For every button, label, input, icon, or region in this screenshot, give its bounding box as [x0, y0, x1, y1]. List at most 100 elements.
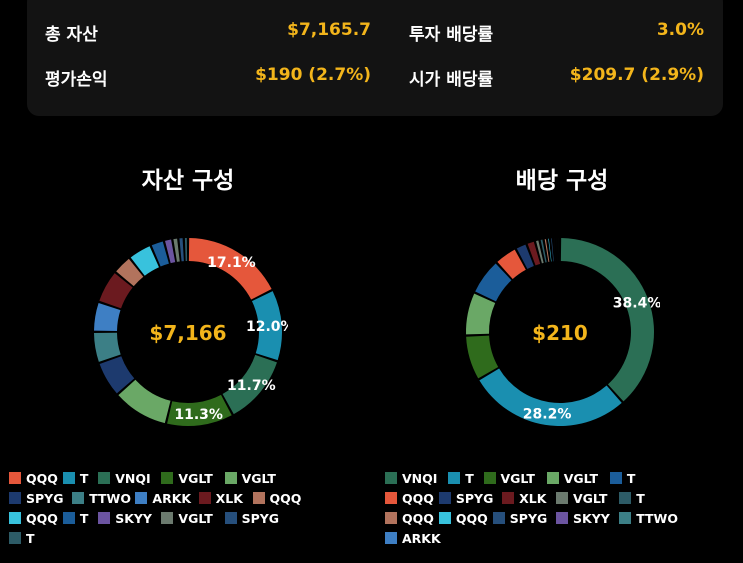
legend-item: XLK — [502, 492, 546, 506]
legend-label: TTWO — [89, 491, 131, 506]
legend-swatch — [483, 472, 496, 484]
legend-item: QQQ — [9, 472, 58, 486]
legend-swatch — [9, 532, 21, 544]
pie-slice-vnqi — [560, 238, 654, 402]
slice-data-label: 11.3% — [174, 407, 223, 423]
legend-label: XLK — [215, 491, 243, 506]
legend-swatch — [9, 512, 21, 524]
legend-item: T — [9, 532, 35, 546]
donut-center-total: $7,166 — [149, 321, 226, 345]
pie-slice-qqq — [188, 238, 272, 300]
legend-label: T — [465, 471, 474, 486]
legend-item: SKYY — [556, 512, 610, 526]
pnl-value: $190 (2.7%) — [255, 65, 371, 85]
pie-slice-t — [184, 238, 188, 262]
legend-swatch — [556, 512, 568, 524]
legend-item: VGLT — [483, 471, 535, 486]
legend-swatch — [9, 472, 21, 484]
pie-slice-spyg — [551, 238, 554, 262]
market-yield-value: $209.7 (2.9%) — [569, 65, 704, 85]
legend-item: QQQ — [385, 492, 434, 506]
legend-swatch — [224, 512, 237, 524]
pie-slice-ttwo — [94, 332, 121, 362]
legend-item: SPYG — [224, 512, 279, 526]
legend-item: VGLT — [546, 471, 599, 486]
dividend-composition-donut: 38.4% 28.2% $210 — [466, 238, 660, 426]
legend-item: T — [619, 492, 645, 506]
legend-item: T — [448, 472, 474, 486]
legend-swatch — [161, 472, 174, 484]
legend-swatch — [98, 512, 111, 524]
legend-label: ARKK — [402, 531, 441, 546]
pie-slice-qqq — [544, 239, 550, 262]
legend-item: SPYG — [438, 491, 494, 506]
pie-slice-xlk — [99, 273, 133, 309]
legend-item: QQQ — [9, 512, 58, 526]
legend-swatch — [224, 472, 237, 484]
legend-label: VGLT — [500, 471, 535, 486]
legend-label: XLK — [519, 491, 547, 506]
legend-label: SKYY — [573, 511, 610, 526]
legend-label: VGLT — [241, 471, 276, 486]
slice-data-label: 12.0% — [246, 319, 288, 335]
portfolio-summary-card — [27, 0, 723, 116]
legend-label: T — [79, 471, 89, 486]
legend-swatch — [619, 492, 632, 504]
legend-swatch — [502, 492, 515, 504]
legend-swatch — [556, 492, 568, 504]
legend-swatch — [619, 512, 632, 524]
legend-item: QQQ — [438, 512, 488, 526]
pie-slice-qqq — [497, 249, 526, 280]
pie-slice-vglt — [466, 293, 496, 335]
legend-swatch — [609, 472, 622, 484]
legend-label: T — [79, 511, 89, 526]
pie-slice-vnqi — [222, 354, 277, 415]
pie-slice-xlk — [527, 241, 541, 266]
legend-swatch — [161, 512, 174, 524]
asset-composition-title: 자산 구성 — [141, 168, 235, 194]
legend-item: T — [609, 471, 636, 486]
legend-label: SPYG — [455, 491, 494, 506]
legend-item: ARKK — [135, 492, 191, 506]
investment-yield-label: 투자 배당률 — [409, 25, 494, 45]
investment-yield-value: 3.0% — [656, 20, 704, 40]
legend-swatch — [252, 492, 265, 504]
legend-label: VGLT — [178, 511, 213, 526]
pie-slice-qqq — [130, 246, 159, 276]
legend-swatch — [438, 512, 451, 524]
pie-slice-spyg — [99, 356, 135, 394]
total-assets-label: 총 자산 — [45, 25, 98, 45]
legend-swatch — [546, 472, 559, 484]
legend-label: T — [26, 531, 35, 546]
pie-slice-spyg — [179, 238, 184, 262]
pie-slice-vglt — [173, 238, 180, 262]
legend-item: ARKK — [385, 532, 441, 546]
legend-swatch — [9, 492, 21, 504]
pie-slice-t — [479, 368, 622, 426]
asset-composition-donut: 17.1% 12.0% 11.7%11.3% $7,166 — [94, 238, 288, 426]
legend-swatch — [438, 492, 451, 504]
pie-slice-qqq — [116, 258, 144, 287]
pie-slice-arkk — [94, 303, 121, 331]
legend-label: T — [626, 471, 636, 486]
legend-label: SPYG — [509, 511, 548, 526]
slice-data-label: 17.1% — [207, 255, 256, 271]
pie-slice-t — [540, 239, 547, 263]
legend-item: QQQ — [252, 492, 301, 506]
legend-swatch — [385, 472, 397, 484]
market-yield-label: 시가 배당률 — [409, 70, 494, 90]
legend-item: TTWO — [72, 492, 131, 506]
legend-label: VGLT — [563, 471, 599, 486]
pie-slice-t — [151, 241, 169, 267]
legend-swatch — [385, 532, 397, 544]
legend-item: VNQI — [98, 472, 151, 486]
legend-label: QQQ — [402, 491, 434, 506]
pie-slice-vglt — [167, 394, 232, 426]
legend-item: VGLT — [556, 492, 607, 506]
pie-slice-ttwo — [556, 238, 558, 262]
legend-label: T — [636, 491, 645, 506]
legend-item: TTWO — [619, 512, 678, 526]
dividend-composition-title: 배당 구성 — [515, 168, 609, 194]
legend-swatch — [72, 492, 85, 504]
slice-data-label: 38.4% — [613, 296, 660, 312]
